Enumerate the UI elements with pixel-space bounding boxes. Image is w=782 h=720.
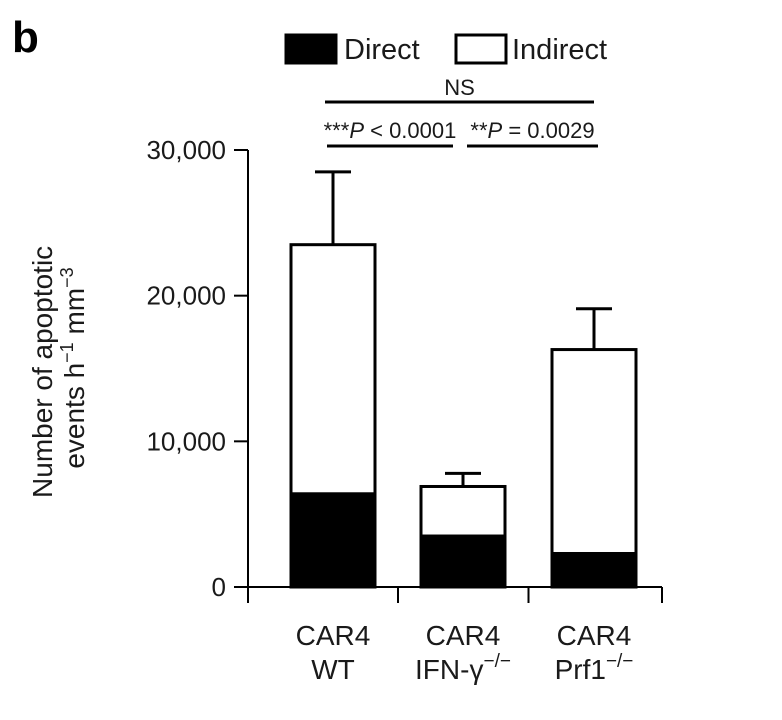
- y-tick-label-3: 30,000: [146, 135, 226, 165]
- significance-stars-2: **: [470, 118, 488, 143]
- y-axis-label-sup2: −3: [57, 267, 77, 288]
- bar-indirect-0: [289, 243, 377, 496]
- x-tick-label-line1-0: CAR4: [296, 620, 371, 651]
- y-axis-label-line2: events h: [59, 363, 90, 469]
- x-tick-label-line1-2: CAR4: [557, 620, 632, 651]
- significance-value-2: = 0.0029: [502, 118, 594, 143]
- significance-annotations: NS***P < 0.0001 **P = 0.0029: [324, 75, 598, 148]
- x-tick-label-line2-2: Prf1: [555, 654, 606, 685]
- y-axis-label-sup1: −1: [57, 342, 77, 363]
- legend: Direct Indirect: [284, 33, 607, 66]
- y-tick-label-1: 10,000: [146, 426, 226, 456]
- x-tick-label-line2-0: WT: [311, 654, 355, 685]
- x-tick-label-0: CAR4 WT: [296, 620, 371, 685]
- y-axis-label-mid: mm: [59, 288, 90, 342]
- significance-label-1: ***P < 0.0001: [324, 118, 457, 143]
- y-axis-label: Number of apoptotic events h−1 mm−3: [27, 238, 90, 498]
- legend-swatch-direct: [284, 33, 338, 65]
- significance-value-0: NS: [444, 75, 475, 100]
- bar-indirect-2: [550, 348, 638, 555]
- y-axis-label-line1: Number of apoptotic: [27, 246, 58, 498]
- panel-label: b: [12, 13, 39, 62]
- significance-p-1: P: [349, 118, 364, 143]
- x-tick-label-sup-2: −/−: [606, 651, 633, 672]
- plot-area: [289, 170, 638, 589]
- x-tick-label-2: CAR4 Prf1−/−: [555, 620, 634, 685]
- legend-swatch-indirect: [454, 33, 508, 65]
- significance-stars-1: ***: [324, 118, 350, 143]
- x-tick-label-line2-1: IFN-γ: [415, 654, 483, 685]
- significance-label-0: NS: [444, 75, 475, 100]
- significance-p-2: P: [488, 118, 503, 143]
- legend-label-direct: Direct: [344, 34, 420, 66]
- significance-label-2: **P = 0.0029: [470, 118, 594, 143]
- y-axis: 0 10,000 20,000 30,000: [146, 135, 249, 602]
- x-tick-label-1: CAR4 IFN-γ−/−: [415, 620, 511, 685]
- x-tick-label-sup-1: −/−: [483, 651, 510, 672]
- y-tick-label-0: 0: [212, 572, 226, 602]
- significance-value-1: < 0.0001: [364, 118, 456, 143]
- bar-direct-2: [550, 551, 638, 589]
- bar-direct-1: [419, 534, 507, 589]
- x-tick-label-line1-1: CAR4: [426, 620, 501, 651]
- y-tick-label-2: 20,000: [146, 281, 226, 311]
- bar-direct-0: [289, 492, 377, 589]
- bar-indirect-1: [419, 484, 507, 538]
- legend-label-indirect: Indirect: [512, 34, 607, 66]
